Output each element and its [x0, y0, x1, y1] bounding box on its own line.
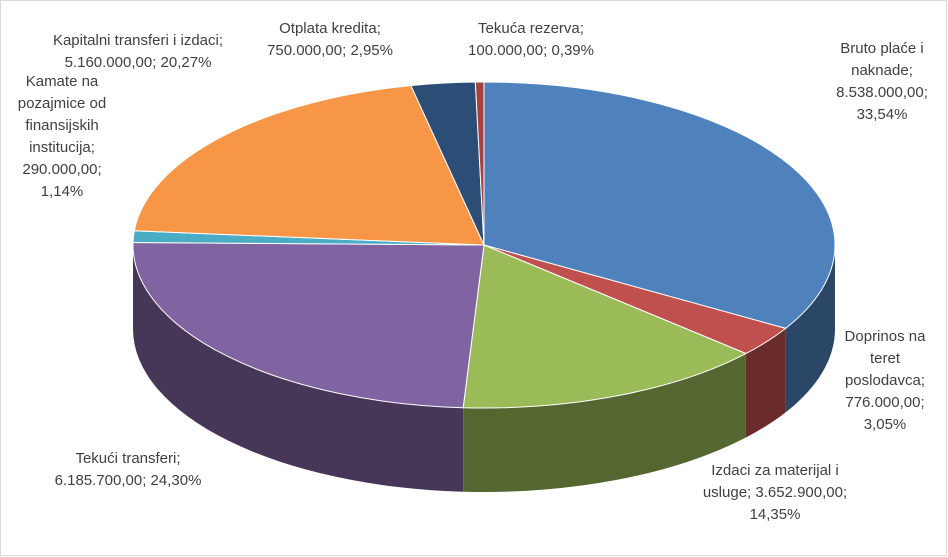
pie-slice: [483, 81, 836, 329]
data-label: Kamate na pozajmice od finansijskih inst…: [10, 71, 114, 203]
label-separator: ;: [923, 84, 928, 101]
label-separator: ;: [376, 20, 381, 37]
label-category: Kamate na pozajmice od finansijskih inst…: [17, 73, 107, 156]
data-label: Bruto plaće i naknade; 8.538.000,00; 33,…: [827, 38, 937, 126]
label-separator: ;: [920, 394, 925, 411]
label-separator: ;: [97, 161, 102, 178]
label-percentage: 24,30%: [150, 472, 202, 489]
label-value: 750.000,00: [267, 42, 343, 59]
label-category: Otplata kredita: [279, 20, 377, 37]
label-percentage: 0,39%: [551, 42, 594, 59]
label-separator: ;: [543, 42, 552, 59]
label-value: 3.652.900,00: [755, 484, 843, 501]
label-separator: ;: [842, 484, 848, 501]
pie-slice-side: [785, 245, 835, 413]
label-percentage: 14,35%: [749, 506, 801, 523]
data-label: Doprinos na teret poslodavca; 776.000,00…: [835, 326, 935, 436]
label-category: Doprinos na teret poslodavca: [844, 328, 926, 389]
label-value: 8.538.000,00: [836, 84, 924, 101]
label-value: 6.185.700,00: [54, 472, 143, 489]
label-value: 290.000,00: [22, 161, 98, 178]
pie-slice-side: [745, 328, 786, 438]
label-category: Tekuća rezerva: [478, 20, 580, 37]
label-percentage: 1,14%: [40, 183, 84, 200]
label-percentage: 33,54%: [856, 106, 908, 123]
label-separator: ;: [152, 54, 161, 71]
data-label: Izdaci za materijal i usluge; 3.652.900,…: [685, 460, 865, 526]
label-category: Izdaci za materijal i usluge: [702, 462, 839, 501]
data-label: Kapitalni transferi i izdaci; 5.160.000,…: [18, 30, 258, 74]
label-separator: ;: [579, 20, 584, 37]
label-value: 776.000,00: [845, 394, 921, 411]
label-value: 5.160.000,00: [64, 54, 153, 71]
pie-slice-side: [463, 353, 746, 493]
label-percentage: 20,27%: [160, 54, 212, 71]
label-separator: ;: [218, 32, 224, 49]
label-category: Kapitalni transferi i izdaci: [52, 32, 219, 49]
data-label: Tekući transferi; 6.185.700,00; 24,30%: [43, 448, 213, 492]
label-separator: ;: [747, 484, 756, 501]
pie-slice: [132, 241, 485, 409]
pie-slice: [462, 244, 748, 409]
label-value: 100.000,00: [468, 42, 544, 59]
pie-slice: [474, 81, 485, 246]
pie-slice: [133, 85, 485, 246]
label-separator: ;: [920, 372, 926, 389]
label-separator: ;: [908, 62, 913, 79]
label-percentage: 3,05%: [863, 416, 907, 433]
data-label: Otplata kredita; 750.000,00; 2,95%: [245, 18, 415, 62]
label-separator: ;: [176, 450, 181, 467]
data-label: Tekuća rezerva; 100.000,00; 0,39%: [446, 18, 616, 62]
label-percentage: 2,95%: [350, 42, 393, 59]
label-category: Bruto plaće i naknade: [840, 40, 924, 79]
label-separator: ;: [90, 139, 95, 156]
label-separator: ;: [342, 42, 351, 59]
label-category: Tekući transferi: [75, 450, 177, 467]
pie-slice-side: [133, 245, 464, 492]
label-separator: ;: [142, 472, 151, 489]
